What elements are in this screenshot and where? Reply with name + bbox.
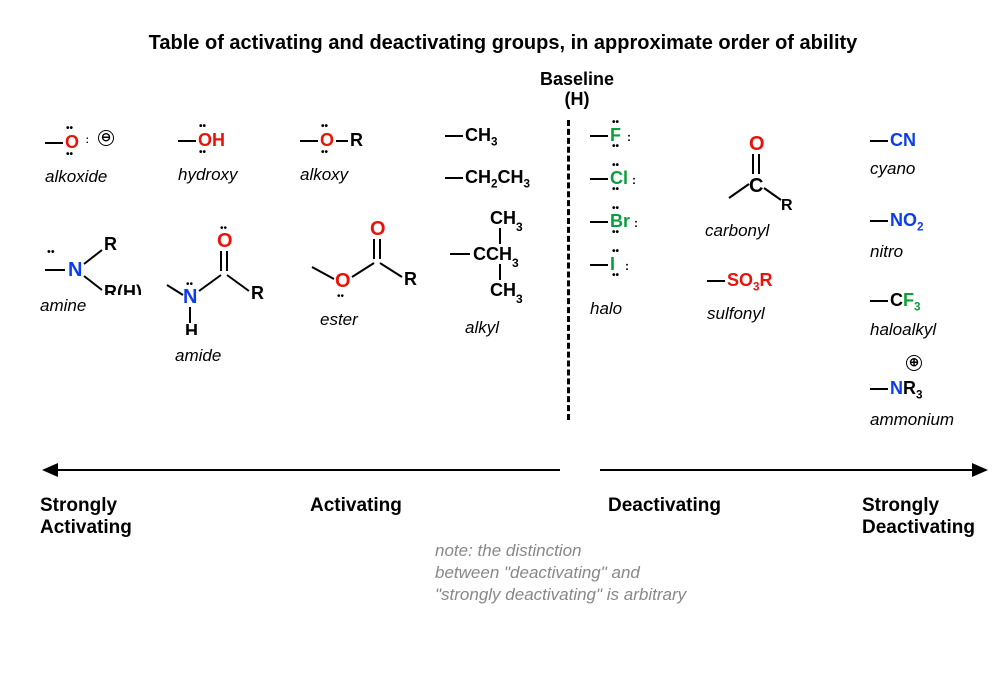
group-cyano: CN cyano (870, 130, 916, 179)
svg-text:R: R (404, 269, 417, 289)
baseline-line1: Baseline (540, 69, 614, 89)
axis-label-strongly-deactivating: Strongly Deactivating (862, 495, 975, 539)
ester-structure: O R O •• (300, 215, 430, 305)
ester-label: ester (320, 310, 430, 330)
alkoxy-r: R (350, 130, 363, 150)
alkyl-label: alkyl (465, 318, 550, 338)
group-amide: •• O R •• N H amide (165, 225, 285, 366)
group-haloalkyl: CF3 haloalkyl (870, 290, 936, 340)
axis-label-deactivating: Deactivating (608, 495, 721, 517)
svg-text:O: O (217, 230, 233, 252)
svg-text:R: R (251, 283, 264, 303)
svg-text:CH3: CH3 (490, 280, 523, 303)
svg-text:••: •• (47, 246, 55, 258)
arrow-right-head (972, 463, 988, 477)
svg-text:H: H (185, 321, 198, 335)
tert-butyl-structure: CH3 CCH3 CH3 (445, 208, 550, 303)
amide-label: amide (175, 346, 285, 366)
group-alkyl: CH3 CH2CH3 CH3 CCH3 CH3 alkyl (445, 125, 550, 338)
baseline-line2: (H) (565, 89, 590, 109)
group-nitro: NO2 nitro (870, 210, 924, 262)
carbonyl-label: carbonyl (705, 221, 805, 241)
hydroxy-label: hydroxy (178, 165, 238, 185)
halo-label: halo (590, 299, 638, 319)
nitro-label: nitro (870, 242, 924, 262)
group-ammonium: ⊕ NR3 ammonium (870, 355, 954, 430)
svg-text:CCH3: CCH3 (473, 244, 519, 270)
svg-text:C: C (749, 175, 763, 197)
svg-text:O: O (370, 218, 386, 240)
sulfonyl-label: sulfonyl (707, 304, 773, 324)
axis-label-activating: Activating (310, 495, 402, 517)
svg-text:CH3: CH3 (490, 208, 523, 234)
ammonium-charge: ⊕ (906, 355, 922, 371)
svg-text:O: O (749, 133, 765, 155)
footnote: note: the distinction between "deactivat… (435, 540, 686, 606)
axis-label-strongly-activating: Strongly Activating (40, 495, 132, 539)
arrow-right-line (600, 469, 974, 471)
group-sulfonyl: SO3R sulfonyl (707, 270, 773, 324)
svg-text:N: N (183, 286, 197, 308)
alkoxy-label: alkoxy (300, 165, 363, 185)
group-carbonyl: O C R carbonyl (705, 130, 805, 241)
baseline-divider (567, 120, 570, 420)
group-alkoxy: •• O •• R alkoxy (300, 130, 363, 185)
amine-label: amine (40, 296, 150, 316)
diagram-root: Table of activating and deactivating gro… (0, 0, 1006, 678)
svg-text:R: R (104, 234, 117, 254)
baseline-label: Baseline (H) (540, 70, 614, 110)
ammonium-label: ammonium (870, 410, 954, 430)
page-title: Table of activating and deactivating gro… (0, 32, 1006, 55)
group-alkoxide: •• O •• : ⊖ alkoxide (45, 130, 114, 187)
group-ester: O R O •• ester (300, 215, 430, 330)
svg-text:••: •• (337, 291, 345, 302)
group-hydroxy: •• OH •• hydroxy (178, 130, 238, 185)
svg-text:N: N (68, 259, 82, 281)
arrow-left-line (56, 469, 560, 471)
alkoxide-label: alkoxide (45, 167, 114, 187)
haloalkyl-label: haloalkyl (870, 320, 936, 340)
amine-structure: •• N R R(H) (40, 220, 150, 295)
svg-text:R: R (781, 197, 793, 214)
cyano-label: cyano (870, 159, 916, 179)
hydroxy-h: H (212, 130, 225, 150)
svg-text:R(H): R(H) (104, 282, 142, 295)
alkoxide-charge: ⊖ (98, 130, 114, 146)
group-amine: •• N R R(H) amine (40, 220, 150, 316)
svg-text:O: O (335, 270, 351, 292)
group-halo: ••F••: ••Cl••: ••Br••: ••I••: halo (590, 125, 638, 319)
amide-structure: •• O R •• N H (165, 225, 285, 335)
carbonyl-structure: O C R (705, 130, 805, 220)
